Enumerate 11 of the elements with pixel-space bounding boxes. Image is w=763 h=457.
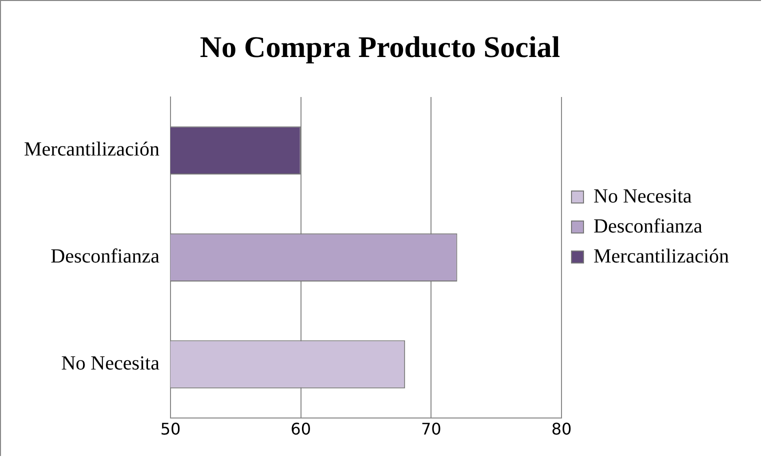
legend-label: Mercantilización — [594, 245, 730, 268]
x-tick-label: 70 — [420, 420, 442, 439]
y-tick-label: Mercantilización — [24, 138, 160, 161]
x-tick-label: 80 — [551, 420, 572, 439]
chart-title: No Compra Producto Social — [200, 30, 560, 64]
legend-label: Desconfianza — [594, 215, 702, 238]
y-tick-label: Desconfianza — [50, 246, 160, 268]
x-tick-label: 50 — [160, 420, 181, 439]
x-tick-label: 60 — [290, 420, 312, 439]
legend-label: No Necesita — [594, 185, 692, 208]
y-tick-label: No Necesita — [61, 352, 160, 375]
